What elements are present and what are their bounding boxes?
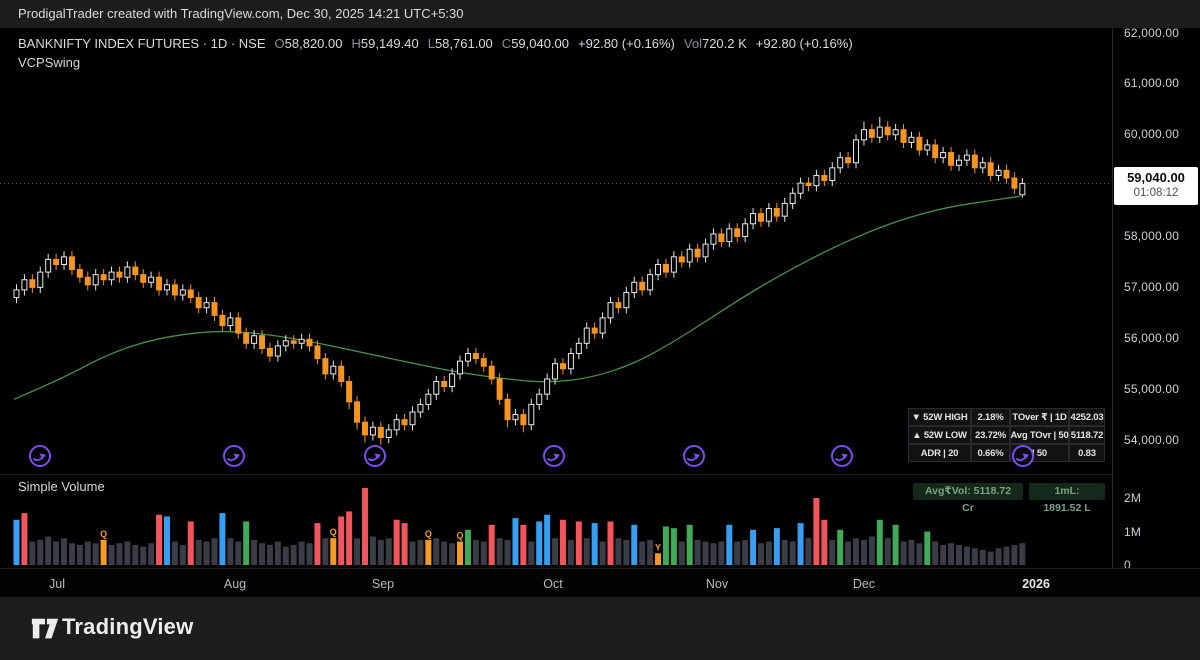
time-axis-label: Sep — [371, 577, 395, 591]
stats-cell: ADR | 20 — [908, 444, 971, 462]
stats-cell: 4252.03 — [1069, 408, 1105, 426]
time-axis-label: 2026 — [1022, 577, 1050, 591]
attribution-bar: ProdigalTrader created with TradingView.… — [0, 0, 1200, 28]
price-axis-label: 57,000.00 — [1124, 279, 1180, 294]
stats-cell: 0.83 — [1069, 444, 1105, 462]
symbol-title[interactable]: BANKNIFTY INDEX FUTURES · 1D · NSE — [18, 36, 266, 51]
tradingview-logo-text[interactable]: TradingView — [62, 614, 194, 639]
event-marker-y: Y — [655, 542, 661, 552]
event-marker-q: Q — [425, 529, 432, 539]
indicator-name: VCPSwing — [18, 55, 81, 70]
stats-cell: ▲ 52W LOW — [908, 426, 971, 444]
indicator-legend[interactable]: VCPSwing — [18, 55, 80, 70]
time-axis-label: Oct — [543, 577, 563, 591]
last-price-label: 59,040.00 01:08:12 — [1114, 167, 1198, 205]
price-axis-label: 54,000.00 — [1124, 432, 1180, 447]
footer-bar: TradingView — [0, 597, 1200, 660]
swing-arrow-icon[interactable] — [364, 445, 386, 467]
candles-layer[interactable] — [13, 116, 1026, 446]
volume-axis-label: 2M — [1124, 491, 1142, 505]
bar-countdown: 01:08:12 — [1133, 187, 1179, 199]
ohlc-segment: Vol720.2 K — [683, 36, 747, 51]
stats-cell: 5118.72 — [1069, 426, 1105, 444]
volume-indicator-title[interactable]: Simple Volume — [18, 479, 105, 494]
time-axis-label: Dec — [852, 577, 876, 591]
stats-cell: Avg TOvr | 50 — [1010, 426, 1069, 444]
event-marker-q: Q — [457, 531, 464, 541]
time-axis-label: Aug — [223, 577, 247, 591]
time-axis-label: Nov — [705, 577, 729, 591]
event-marker-q: Q — [330, 527, 337, 537]
price-axis-label: 56,000.00 — [1124, 330, 1180, 345]
ohlc-segment: +92.80 (+0.16%) — [578, 36, 675, 51]
swing-arrow-icon[interactable] — [831, 445, 853, 467]
volume-bars-layer[interactable]: Q Q Q Q Y — [13, 487, 1026, 565]
swing-arrow-icon[interactable] — [543, 445, 565, 467]
ohlc-segment: +92.80 (+0.16%) — [755, 36, 853, 51]
price-axis-label: 62,000.00 — [1124, 25, 1180, 40]
ohlc-segment: O58,820.00 — [274, 36, 343, 51]
volume-stat-badge: Avg₹Vol: 5118.72 Cr — [913, 483, 1023, 514]
time-axis-label: Jul — [49, 577, 65, 591]
stats-cell: ▼ 52W HIGH — [908, 408, 971, 426]
volume-stat-badge: 1mL: 1891.52 L — [1029, 483, 1105, 514]
ma-line[interactable] — [13, 195, 1020, 400]
price-axis-label: 55,000.00 — [1124, 381, 1180, 396]
swing-arrow-icon[interactable] — [1012, 445, 1034, 467]
price-axis-label: 60,000.00 — [1124, 127, 1180, 142]
volume-axis-label: 0 — [1124, 558, 1131, 572]
ohlc-segment: C59,040.00 — [501, 36, 570, 51]
stats-cell: 0.66% — [971, 444, 1010, 462]
indicator-stats-table: ▼ 52W HIGH 2.18% TOver ₹ | 1D 4252.03 ▲ 52W … — [908, 408, 1105, 462]
ohlc-segment: L58,761.00 — [427, 36, 493, 51]
ohlc-values: O58,820.00 H59,149.40 L58,761.00 C59,040.00… — [266, 36, 853, 51]
tradingview-logo-icon[interactable] — [30, 616, 60, 642]
time-axis[interactable]: Jul Aug Sep Oct Nov Dec 2026 — [0, 568, 1200, 598]
event-marker-q: Q — [100, 529, 107, 539]
swing-arrow-icon[interactable] — [223, 445, 245, 467]
swing-arrow-icon[interactable] — [29, 445, 51, 467]
last-price-value: 59,040.00 — [1127, 170, 1185, 185]
volume-indicator-label: Simple Volume — [18, 479, 105, 494]
volume-axis-label: 1M — [1124, 524, 1142, 539]
price-axis-label: 61,000.00 — [1124, 76, 1180, 91]
symbol-legend: BANKNIFTY INDEX FUTURES · 1D · NSE O58,82… — [18, 36, 853, 51]
swing-arrow-icon[interactable] — [683, 445, 705, 467]
stats-cell: 2.18% — [971, 408, 1010, 426]
ohlc-segment: H59,149.40 — [351, 36, 419, 51]
stats-cell: TOver ₹ | 1D — [1010, 408, 1069, 426]
price-axis-label: 58,000.00 — [1124, 229, 1180, 243]
stats-cell: 23.72% — [971, 426, 1010, 444]
attribution-text: ProdigalTrader created with TradingView.… — [18, 6, 464, 21]
